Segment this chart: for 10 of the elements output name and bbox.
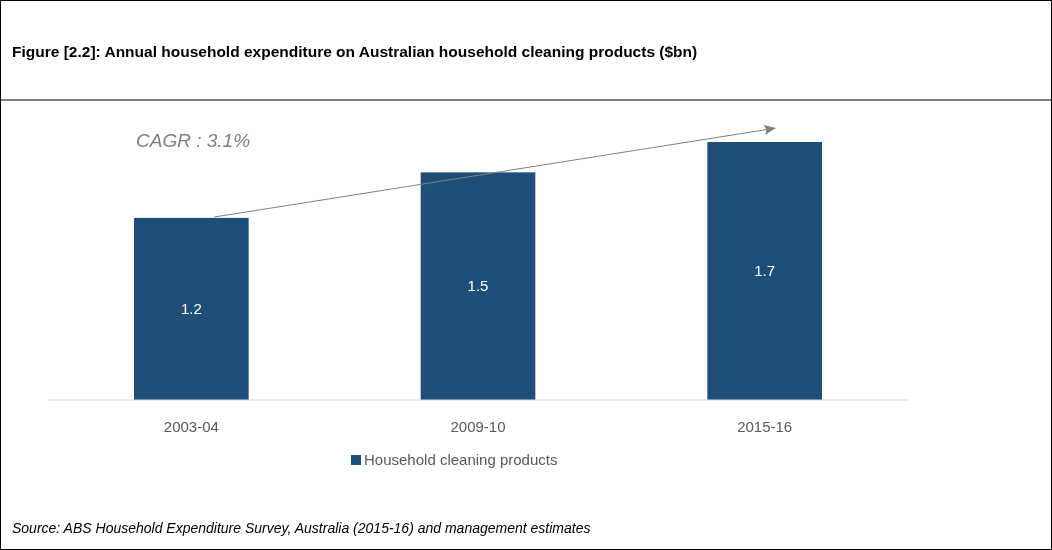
x-tick-label: 2015-16 xyxy=(737,418,793,435)
data-label: 1.5 xyxy=(467,277,489,295)
chart-title: Figure [2.2]: Annual household expenditure on Australian household cleaning products ($bn) xyxy=(12,43,698,60)
x-tick-label: 2003-04 xyxy=(163,418,219,435)
annotation: CAGR : 3.1% xyxy=(136,130,251,151)
legend-label: Household cleaning products xyxy=(364,451,558,468)
x-tick-label: 2009-10 xyxy=(450,418,506,435)
data-label: 1.2 xyxy=(180,299,202,317)
data-label: 1.7 xyxy=(754,262,776,279)
source-note: Source: ABS Household Expenditure Survey, Australia (2015-16) and management estimates xyxy=(12,520,591,536)
